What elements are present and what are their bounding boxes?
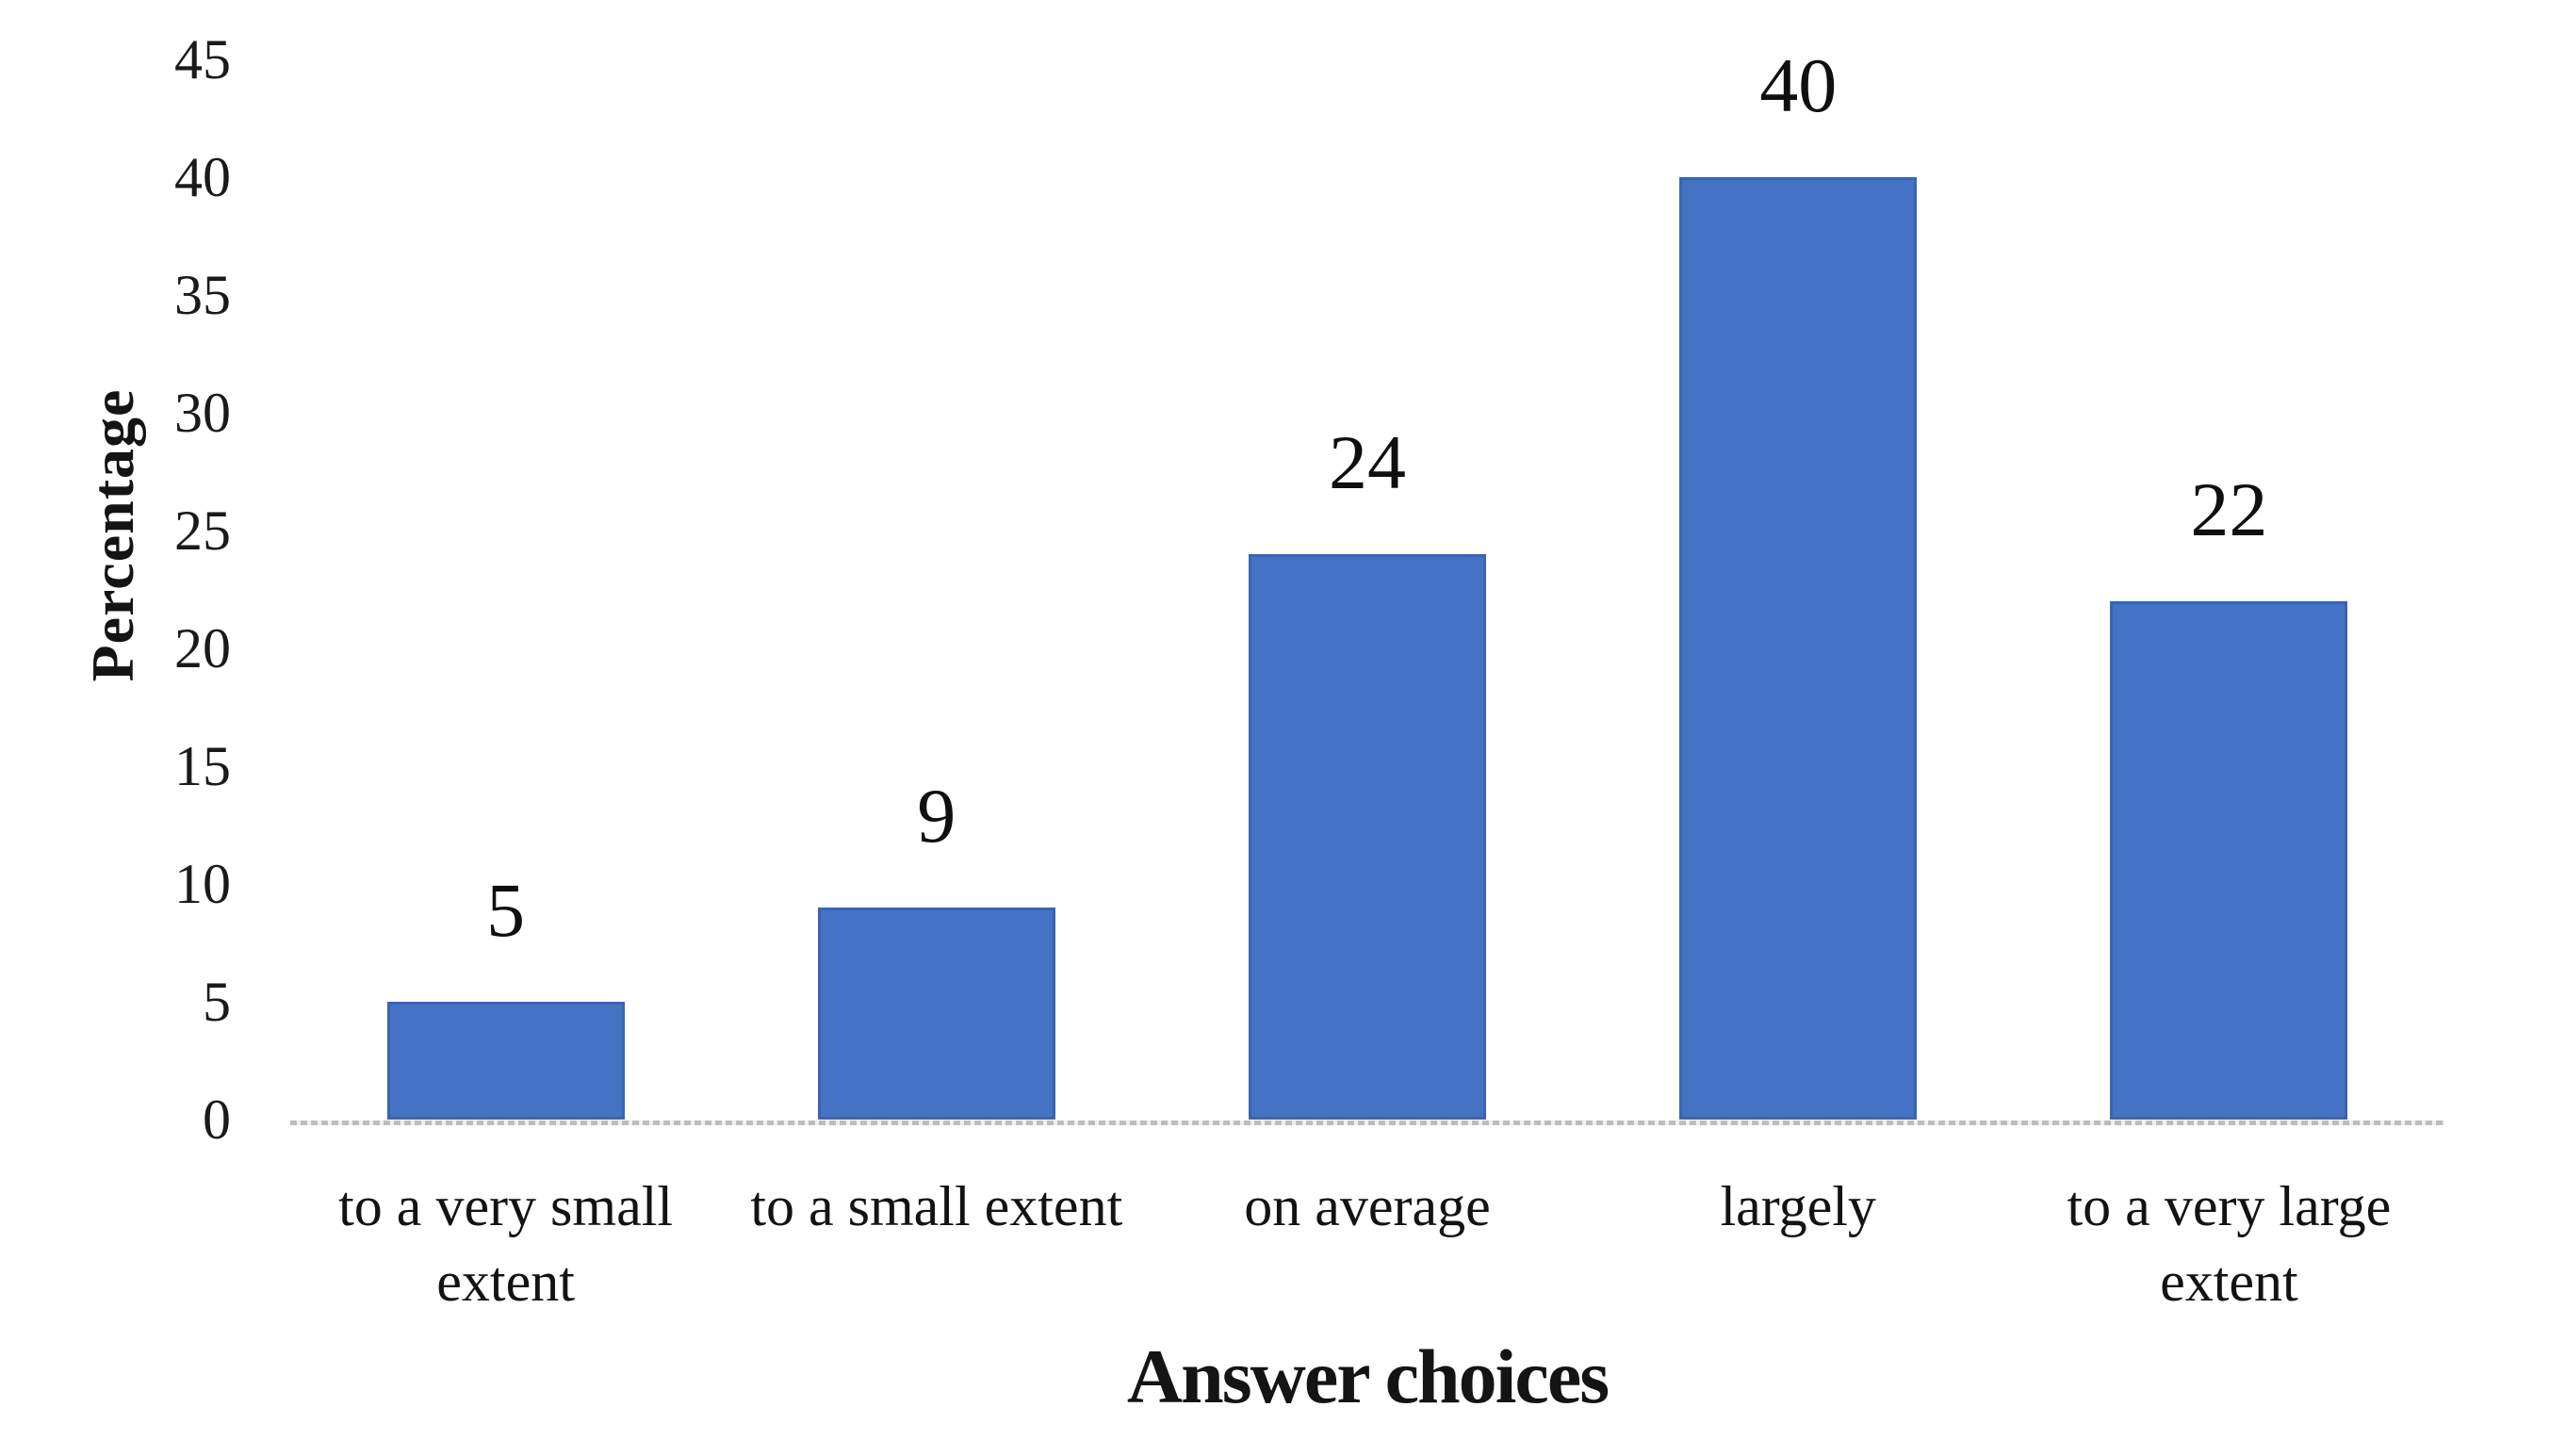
bar [386, 1002, 625, 1120]
y-tick-label: 45 [174, 28, 231, 90]
y-tick-label: 25 [174, 499, 231, 562]
x-category-label: on average [1244, 1175, 1491, 1237]
x-category-label: to a very large extent [2067, 1175, 2392, 1313]
bar-value-label: 24 [1329, 419, 1406, 505]
y-tick-label: 35 [174, 264, 231, 326]
bar [1249, 554, 1486, 1120]
y-tick-label: 40 [174, 146, 231, 208]
x-category-label: to a small extent [750, 1175, 1123, 1237]
x-axis-title: Answer choices [1126, 1333, 1610, 1419]
x-category-label: largely [1720, 1175, 1876, 1237]
y-tick-label: 15 [174, 735, 231, 797]
y-tick-label: 0 [203, 1088, 231, 1151]
bar [2110, 601, 2348, 1120]
x-category-label: to a very small extent [338, 1175, 674, 1313]
x-axis-line [290, 1121, 2444, 1125]
bar-value-label: 40 [1759, 42, 1838, 128]
bar [817, 908, 1055, 1120]
y-tick-label: 10 [174, 853, 231, 915]
bar-value-label: 9 [917, 773, 956, 859]
y-tick-label: 20 [174, 617, 231, 679]
y-tick-label: 30 [174, 382, 231, 444]
bar [1679, 177, 1918, 1120]
bar-value-label: 22 [2190, 466, 2268, 552]
bar-value-label: 5 [486, 867, 526, 953]
y-tick-label: 5 [203, 971, 231, 1033]
